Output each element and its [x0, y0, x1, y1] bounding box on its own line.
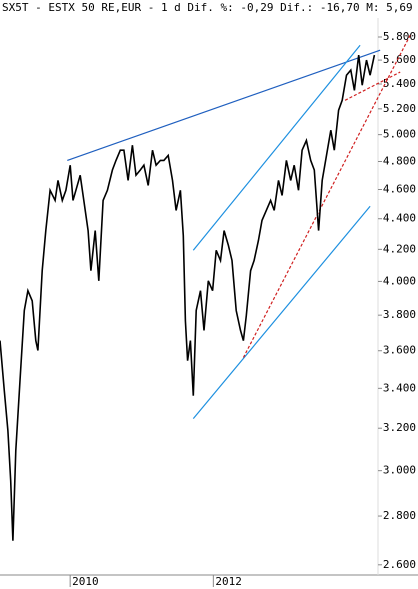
y-tick-label: 5.600: [383, 53, 416, 66]
y-tick-label: 3.000: [383, 464, 416, 477]
trend-line: [67, 49, 381, 161]
y-tick-label: 5.000: [383, 128, 416, 141]
trend-line: [344, 71, 401, 101]
x-tick-label: 2010: [72, 575, 99, 588]
trend-line: [192, 44, 361, 251]
y-tick-label: 2.800: [383, 509, 416, 522]
y-tick-label: 4.400: [383, 212, 416, 225]
y-tick-label: 4.000: [383, 274, 416, 287]
y-tick-label: 5.200: [383, 102, 416, 115]
y-tick-label: 3.600: [383, 344, 416, 357]
y-tick-label: 3.800: [383, 308, 416, 321]
price-line: [0, 54, 376, 541]
x-tick-label: 2012: [215, 575, 242, 588]
y-tick-label: 3.200: [383, 421, 416, 434]
y-tick-label: 4.200: [383, 242, 416, 255]
y-tick-label: 5.800: [383, 30, 416, 43]
chart-title: SX5T - ESTX 50 RE,EUR - 1 d Dif. %: -0,2…: [2, 1, 413, 14]
y-tick-label: 4.800: [383, 154, 416, 167]
trend-line: [192, 205, 371, 420]
trend-line: [242, 34, 411, 358]
y-tick-label: 2.600: [383, 558, 416, 571]
y-tick-label: 3.400: [383, 381, 416, 394]
y-tick-label: 4.600: [383, 182, 416, 195]
y-tick-label: 5.400: [383, 77, 416, 90]
